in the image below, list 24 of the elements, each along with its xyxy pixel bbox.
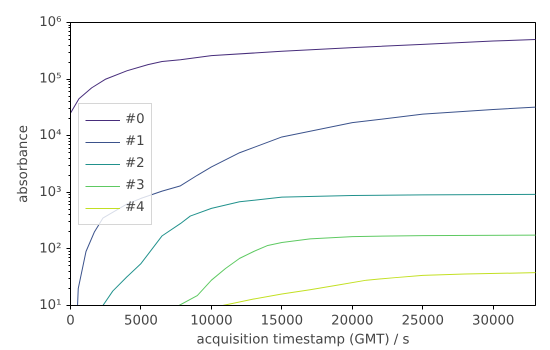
x-tick-label: 10000 bbox=[190, 314, 233, 328]
x-tick-label: 15000 bbox=[260, 314, 304, 328]
legend-label: #2 bbox=[125, 156, 145, 171]
y-tick-label: 10⁶ bbox=[39, 15, 62, 30]
x-tick-label: 30000 bbox=[472, 314, 514, 328]
y-tick-label: 10⁴ bbox=[39, 128, 62, 144]
x-tick-label: 25000 bbox=[402, 314, 444, 328]
x-axis-title: acquisition timestamp (GMT) / s bbox=[196, 332, 410, 348]
legend-label: #4 bbox=[125, 200, 145, 215]
legend-label: #1 bbox=[125, 134, 145, 149]
legend-label: #0 bbox=[125, 112, 145, 127]
y-tick-label: 10³ bbox=[39, 184, 62, 200]
x-tick-label: 0 bbox=[66, 314, 75, 328]
legend-label: #3 bbox=[125, 178, 145, 193]
line-series bbox=[102, 194, 536, 306]
y-tick-label: 10⁵ bbox=[39, 72, 62, 87]
x-tick-label: 5000 bbox=[124, 314, 158, 328]
line-series bbox=[222, 272, 536, 306]
line-series bbox=[178, 234, 536, 306]
line-series bbox=[70, 39, 536, 114]
x-tick-label: 20000 bbox=[331, 314, 374, 328]
y-tick-label: 10¹ bbox=[39, 298, 62, 313]
y-tick-label: 10² bbox=[39, 241, 62, 256]
y-axis-title: absorbance bbox=[16, 125, 32, 203]
